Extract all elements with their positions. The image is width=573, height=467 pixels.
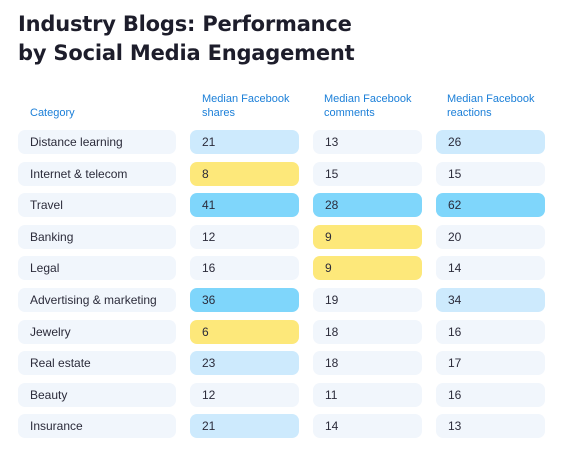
reactions-value-cell: 15: [436, 161, 545, 186]
shares-value-cell: 16: [190, 256, 299, 281]
reactions-value-cell: 17: [436, 351, 545, 376]
comments-value-cell: 11: [313, 382, 422, 407]
comments-value-cell: 9: [313, 224, 422, 249]
reactions-value-cell: 20: [436, 224, 545, 249]
reactions-value-cell: 16: [436, 319, 545, 344]
header-reactions-line-2: reactions: [447, 107, 492, 119]
shares-value-cell: 21: [190, 414, 299, 439]
comments-value-cell: 13: [313, 130, 422, 154]
reactions-value-cell: 16: [436, 382, 545, 407]
comments-value-cell: 18: [313, 319, 422, 344]
category-cell: Advertising & marketing: [18, 288, 176, 312]
header-shares: Median Facebook shares: [202, 92, 312, 120]
comments-value-cell: 15: [313, 161, 422, 186]
shares-value-cell: 36: [190, 288, 299, 312]
table-row: Travel 41 28 62: [0, 193, 573, 218]
category-cell: Distance learning: [18, 130, 176, 154]
header-reactions: Median Facebook reactions: [447, 92, 557, 120]
shares-value-cell: 41: [190, 193, 299, 218]
reactions-value-cell: 14: [436, 256, 545, 281]
header-category: Category: [30, 107, 75, 119]
table-row: Jewelry 6 18 16: [0, 319, 573, 344]
table-row: Internet & telecom 8 15 15: [0, 161, 573, 186]
reactions-value-cell: 26: [436, 130, 545, 154]
table-row: Banking 12 9 20: [0, 224, 573, 249]
header-comments-line-1: Median Facebook: [324, 93, 412, 105]
comments-value-cell: 28: [313, 193, 422, 218]
header-comments: Median Facebook comments: [324, 92, 434, 120]
title-line-1: Industry Blogs: Performance: [18, 12, 352, 36]
comments-value-cell: 14: [313, 414, 422, 439]
shares-value-cell: 6: [190, 319, 299, 344]
table-row: Beauty 12 11 16: [0, 382, 573, 407]
category-cell: Jewelry: [18, 319, 176, 344]
category-cell: Internet & telecom: [18, 161, 176, 186]
table-row: Distance learning 21 13 26: [0, 130, 573, 154]
table-row: Legal 16 9 14: [0, 256, 573, 281]
comments-value-cell: 9: [313, 256, 422, 281]
shares-value-cell: 21: [190, 130, 299, 154]
reactions-value-cell: 62: [436, 193, 545, 218]
table-row: Insurance 21 14 13: [0, 414, 573, 439]
title-line-2: by Social Media Engagement: [18, 41, 355, 65]
table-row: Advertising & marketing 36 19 34: [0, 288, 573, 312]
reactions-value-cell: 34: [436, 288, 545, 312]
shares-value-cell: 12: [190, 382, 299, 407]
table-row: Real estate 23 18 17: [0, 351, 573, 376]
category-cell: Beauty: [18, 382, 176, 407]
shares-value-cell: 12: [190, 224, 299, 249]
category-cell: Legal: [18, 256, 176, 281]
category-cell: Banking: [18, 224, 176, 249]
header-shares-line-2: shares: [202, 107, 236, 119]
category-cell: Insurance: [18, 414, 176, 439]
shares-value-cell: 8: [190, 161, 299, 186]
category-cell: Travel: [18, 193, 176, 218]
header-shares-line-1: Median Facebook: [202, 93, 290, 105]
comments-value-cell: 19: [313, 288, 422, 312]
comments-value-cell: 18: [313, 351, 422, 376]
header-comments-line-2: comments: [324, 107, 375, 119]
header-reactions-line-1: Median Facebook: [447, 93, 535, 105]
category-cell: Real estate: [18, 351, 176, 376]
reactions-value-cell: 13: [436, 414, 545, 439]
shares-value-cell: 23: [190, 351, 299, 376]
chart-title: Industry Blogs: Performance by Social Me…: [18, 10, 355, 68]
